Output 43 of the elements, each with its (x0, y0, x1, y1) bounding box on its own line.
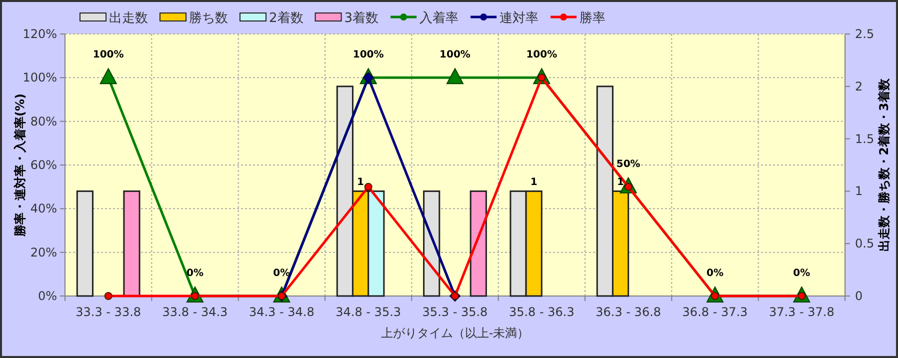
x-tick-label: 33.3 - 33.8 (76, 305, 142, 319)
x-tick-label: 35.8 - 36.3 (508, 305, 574, 319)
data-label: 0% (706, 268, 724, 279)
legend-label: 勝ち数 (189, 11, 228, 26)
y-tick-label: 0% (38, 289, 57, 303)
x-tick-label: 35.3 - 35.8 (422, 305, 488, 319)
data-label: 1 (617, 177, 624, 188)
y-tick-label: 100% (22, 70, 57, 85)
y2-tick-label: 2.5 (855, 27, 874, 41)
y2-tick-label: 0 (855, 289, 863, 303)
data-label: 50% (616, 158, 640, 170)
legend-label: 3着数 (344, 10, 379, 26)
data-label: 100% (352, 50, 384, 61)
x-tick-label: 36.3 - 36.8 (596, 305, 662, 319)
legend-label: 2着数 (269, 10, 304, 26)
data-label: 100% (440, 50, 470, 61)
y-tick-label: 60% (30, 158, 57, 172)
data-label: 1 (357, 177, 364, 188)
x-tick-label: 34.8 - 35.3 (336, 305, 402, 319)
x-tick-label: 34.3 - 34.8 (248, 305, 314, 319)
x-tick-label: 37.3 - 37.8 (768, 305, 834, 319)
x-tick-label: 33.8 - 34.3 (162, 305, 228, 319)
legend-label: 勝率 (580, 10, 606, 26)
y2-tick-label: 2 (855, 79, 863, 94)
x-tick-label: 36.8 - 37.3 (682, 305, 748, 319)
legend-label: 出走数 (109, 11, 148, 26)
y-tick-label: 80% (30, 114, 57, 128)
data-label: 0% (793, 268, 810, 279)
y-tick-label: 20% (30, 245, 57, 260)
y2-tick-label: 0.5 (855, 236, 874, 251)
y2-tick-label: 1 (855, 184, 863, 198)
data-label: 100% (92, 50, 124, 61)
y-tick-label: 40% (30, 202, 57, 216)
legend-label: 連対率 (500, 10, 539, 26)
data-label: 0% (186, 268, 204, 279)
y2-tick-label: 1.5 (855, 132, 874, 146)
legend-label: 入着率 (420, 10, 459, 26)
data-label: 1 (530, 177, 538, 188)
y-axis-title: 勝率・連対率・入着率(%) (13, 94, 27, 238)
y2-axis-title: 出走数・勝ち数・2着数・3着数 (877, 78, 891, 252)
data-label: 100% (526, 50, 558, 61)
x-axis-title: 上がりタイム（以上-未満） (380, 326, 530, 340)
y-tick-label: 120% (22, 27, 57, 41)
